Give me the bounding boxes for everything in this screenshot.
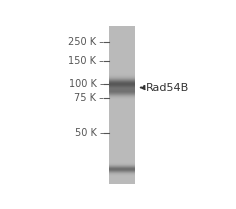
Text: 150 K –: 150 K – [68,56,105,66]
Text: 50 K –: 50 K – [75,128,105,138]
Text: 100 K –: 100 K – [69,79,105,89]
Text: 250 K –: 250 K – [68,37,105,47]
Text: 75 K –: 75 K – [75,93,105,103]
Text: Rad54B: Rad54B [146,83,189,93]
